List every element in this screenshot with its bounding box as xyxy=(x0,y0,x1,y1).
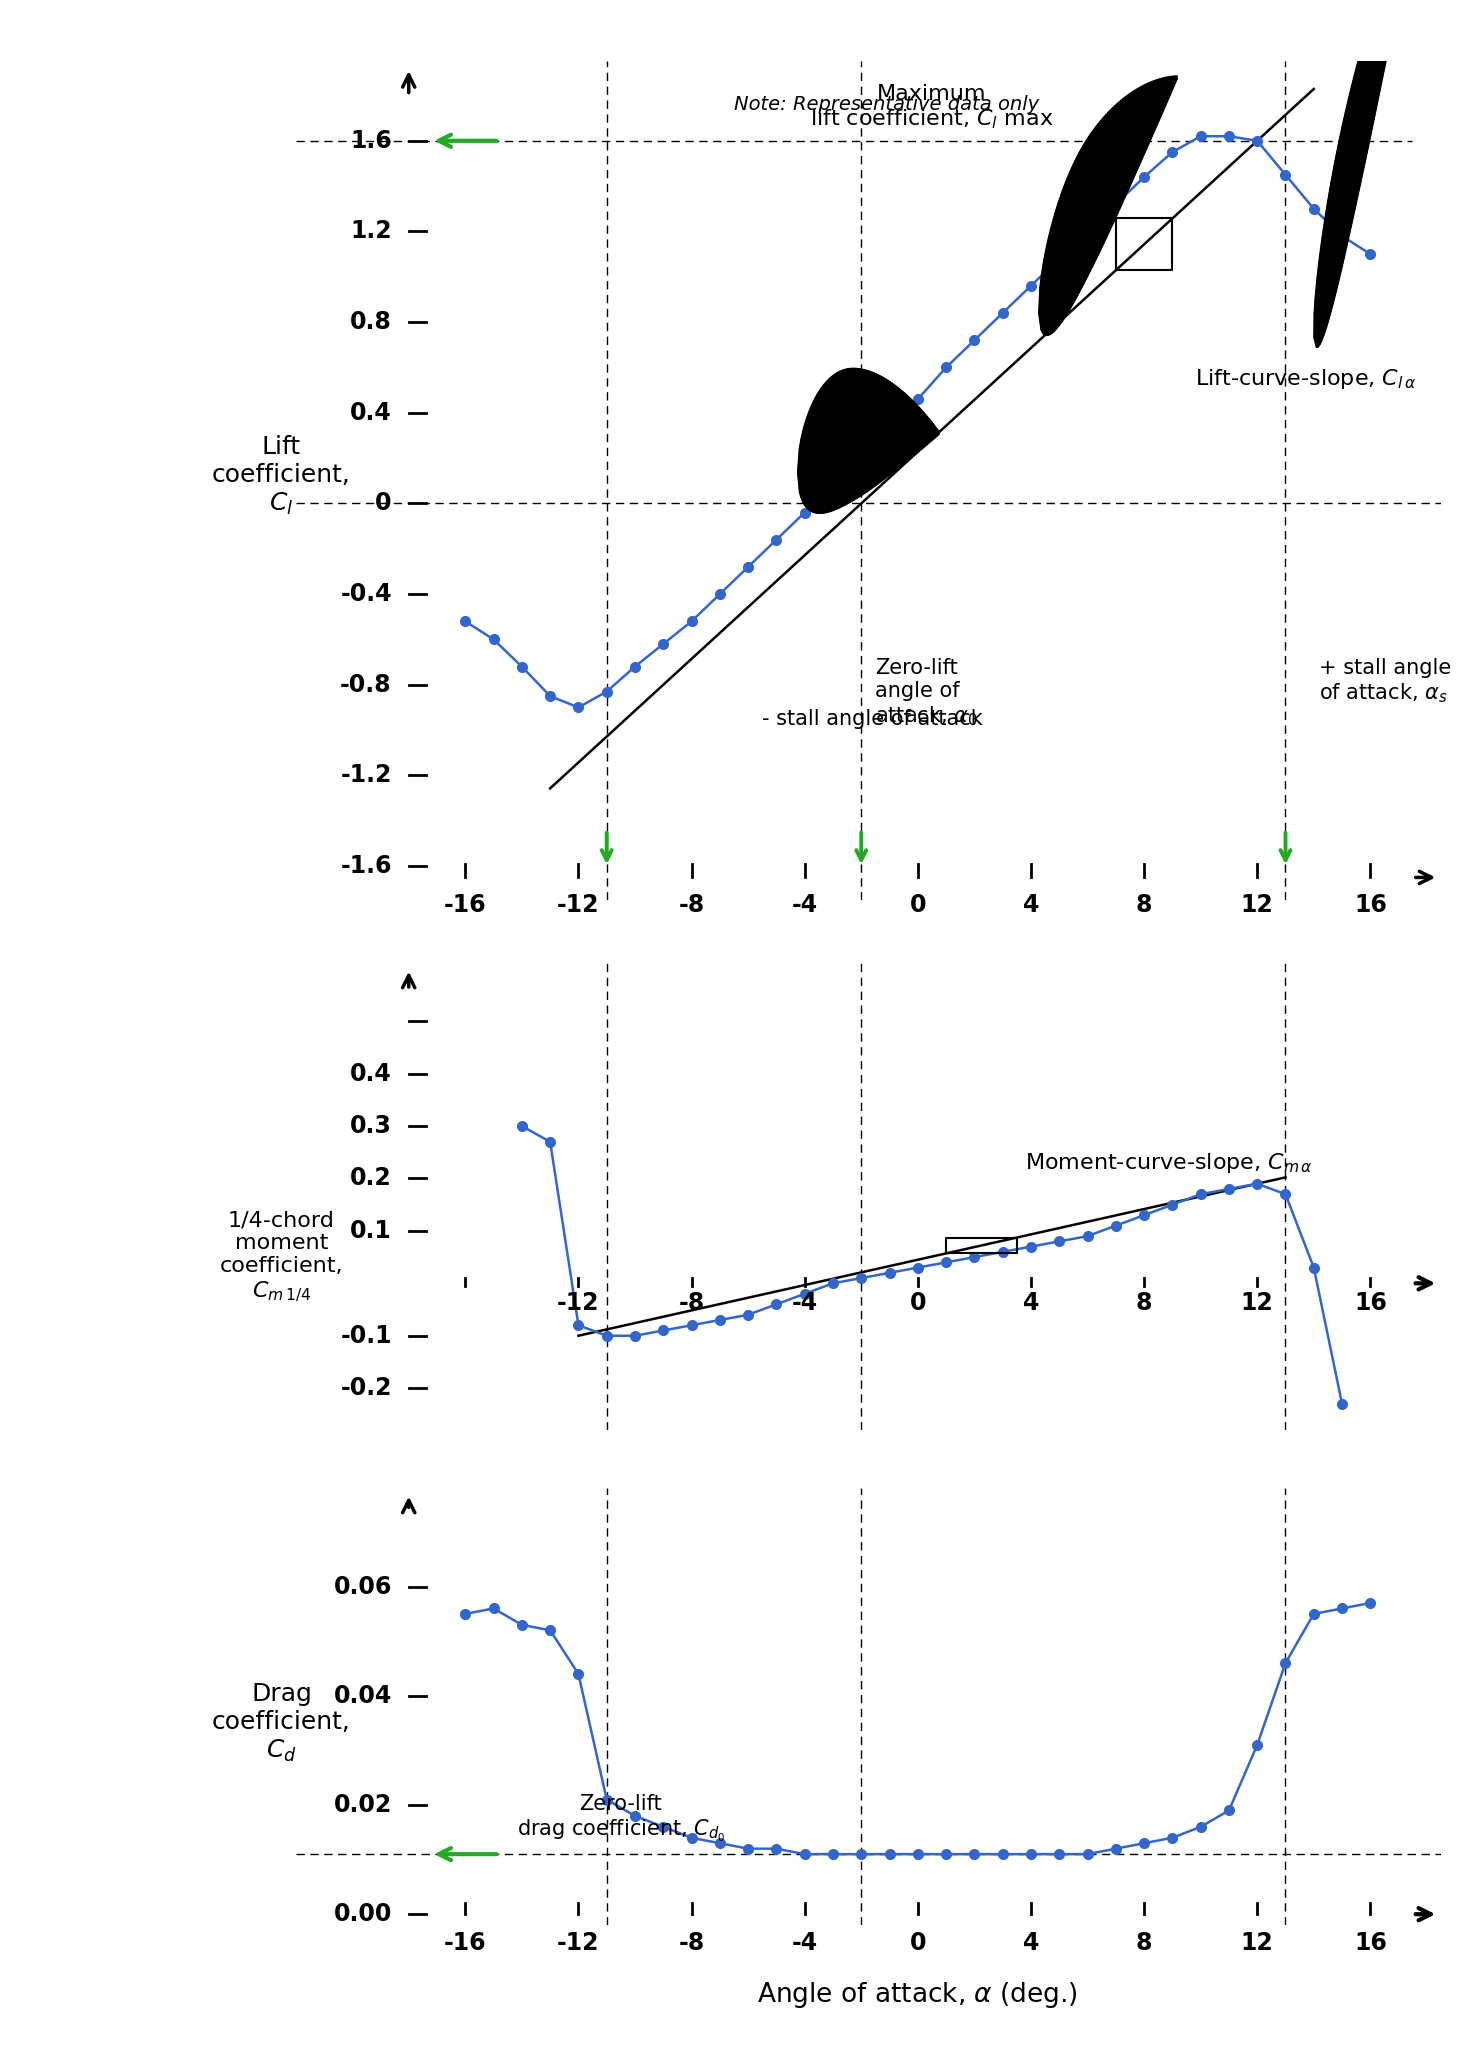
Text: 1/4-chord
moment
coefficient,
$C_{m\,1/4}$: 1/4-chord moment coefficient, $C_{m\,1/4… xyxy=(220,1210,343,1305)
Text: 16: 16 xyxy=(1354,893,1386,918)
Text: 16: 16 xyxy=(1354,1290,1386,1315)
Text: Moment-curve-slope, $C_{m\,\alpha}$: Moment-curve-slope, $C_{m\,\alpha}$ xyxy=(1026,1151,1314,1176)
Text: - stall angle of attack: - stall angle of attack xyxy=(763,709,983,729)
Text: + stall angle
of attack, $\alpha_s$: + stall angle of attack, $\alpha_s$ xyxy=(1320,657,1451,705)
Text: 0.1: 0.1 xyxy=(350,1219,392,1243)
Text: -12: -12 xyxy=(557,893,600,918)
Text: -4: -4 xyxy=(792,893,817,918)
Polygon shape xyxy=(798,369,939,514)
Text: 0.4: 0.4 xyxy=(350,401,392,424)
Text: Zero-lift
angle of
attack, $\alpha_0$: Zero-lift angle of attack, $\alpha_0$ xyxy=(875,657,978,727)
Text: Angle of attack, $\alpha$ (deg.): Angle of attack, $\alpha$ (deg.) xyxy=(757,1980,1079,2009)
Text: -0.2: -0.2 xyxy=(340,1376,392,1401)
Text: 0.8: 0.8 xyxy=(350,309,392,334)
Text: Note: Representative data only: Note: Representative data only xyxy=(735,96,1039,115)
Text: -12: -12 xyxy=(557,1290,600,1315)
Text: 12: 12 xyxy=(1242,1290,1274,1315)
Text: 4: 4 xyxy=(1023,1931,1039,1954)
Text: 0: 0 xyxy=(375,492,392,516)
Text: 0.02: 0.02 xyxy=(334,1792,392,1817)
Text: -4: -4 xyxy=(792,1290,817,1315)
Polygon shape xyxy=(1314,0,1426,348)
Text: Drag
coefficient,
$C_d$: Drag coefficient, $C_d$ xyxy=(211,1681,350,1763)
Text: -0.4: -0.4 xyxy=(340,582,392,606)
Text: Maximum
lift coefficient, $C_{l}$ max: Maximum lift coefficient, $C_{l}$ max xyxy=(810,84,1054,131)
Text: 8: 8 xyxy=(1135,1931,1153,1954)
Text: 1.2: 1.2 xyxy=(350,219,392,244)
Text: 0.04: 0.04 xyxy=(334,1683,392,1708)
Text: 0: 0 xyxy=(909,1290,927,1315)
Text: -12: -12 xyxy=(557,1931,600,1954)
Text: -8: -8 xyxy=(678,893,705,918)
Text: -1.2: -1.2 xyxy=(340,764,392,786)
Text: 0.4: 0.4 xyxy=(350,1061,392,1085)
Polygon shape xyxy=(1039,76,1176,336)
Text: -0.8: -0.8 xyxy=(340,672,392,696)
Text: -8: -8 xyxy=(678,1931,705,1954)
Text: 12: 12 xyxy=(1242,893,1274,918)
Text: 1.6: 1.6 xyxy=(350,129,392,154)
Text: 16: 16 xyxy=(1354,1931,1386,1954)
Text: Lift-curve-slope, $C_{l\,\alpha}$: Lift-curve-slope, $C_{l\,\alpha}$ xyxy=(1196,367,1416,391)
Text: -4: -4 xyxy=(792,1931,817,1954)
Text: 0.06: 0.06 xyxy=(334,1575,392,1599)
Text: 0.2: 0.2 xyxy=(350,1167,392,1190)
Text: -1.6: -1.6 xyxy=(340,854,392,879)
Text: Lift
coefficient,
$C_l$: Lift coefficient, $C_l$ xyxy=(211,436,350,518)
Text: 4: 4 xyxy=(1023,1290,1039,1315)
Text: -16: -16 xyxy=(443,1931,486,1954)
Text: 0.00: 0.00 xyxy=(334,1903,392,1927)
Text: 0: 0 xyxy=(909,893,927,918)
Text: 8: 8 xyxy=(1135,1290,1153,1315)
Text: -16: -16 xyxy=(443,893,486,918)
Text: 8: 8 xyxy=(1135,893,1153,918)
Text: -0.1: -0.1 xyxy=(340,1323,392,1348)
Text: -8: -8 xyxy=(678,1290,705,1315)
Text: 0: 0 xyxy=(909,1931,927,1954)
Text: 12: 12 xyxy=(1242,1931,1274,1954)
Text: Zero-lift
drag coefficient, $C_{d_0}$: Zero-lift drag coefficient, $C_{d_0}$ xyxy=(517,1794,726,1843)
Text: 4: 4 xyxy=(1023,893,1039,918)
Text: 0.3: 0.3 xyxy=(350,1114,392,1139)
